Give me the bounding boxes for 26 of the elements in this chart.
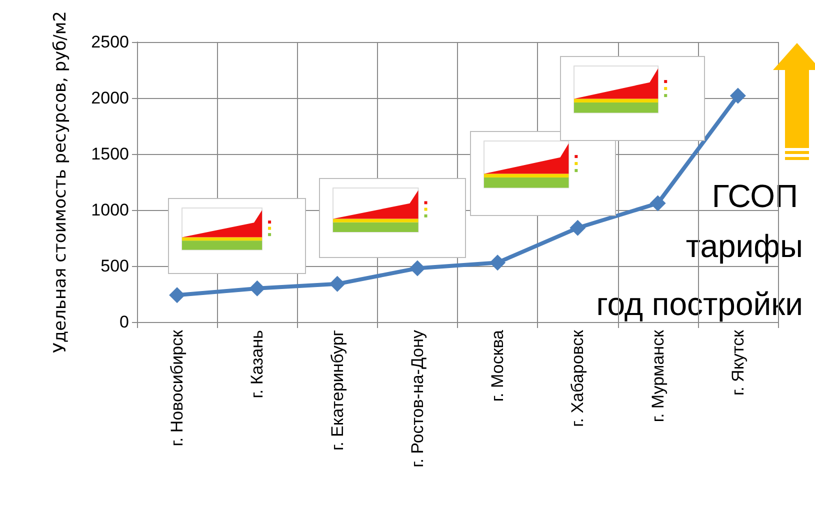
point <box>329 276 346 292</box>
annotation: ГСОП <box>712 178 798 214</box>
y-tick-label: 2500 <box>91 32 129 52</box>
x-tick-label: г. Новосибирск <box>168 329 187 446</box>
annotation: тарифы <box>686 228 803 264</box>
point <box>409 260 426 276</box>
x-tick-label: г. Екатеринбург <box>328 330 347 451</box>
x-tick-label: г. Ростов-на-Дону <box>408 330 427 468</box>
x-tick-label: г. Мурманск <box>648 329 668 422</box>
x-tick-label: г. Казань <box>248 330 267 398</box>
y-tick-label: 1500 <box>91 144 129 164</box>
y-tick-label: 1000 <box>91 200 129 220</box>
point <box>650 195 666 212</box>
point <box>730 88 746 104</box>
x-tick-label: г. Хабаровск <box>568 329 588 427</box>
y-tick-label: 0 <box>120 312 129 332</box>
y-tick-label: 2000 <box>91 88 129 108</box>
point <box>490 254 506 271</box>
point <box>570 220 586 236</box>
point <box>249 280 266 296</box>
annotation: год постройки <box>596 286 803 322</box>
point <box>169 287 186 304</box>
y-tick-label: 500 <box>100 256 129 276</box>
y-axis-title: Удельная стоимость ресурсов, руб/м2 <box>50 10 70 353</box>
x-tick-label: г. Москва <box>488 329 508 402</box>
x-tick-label: г. Якутск <box>728 329 748 396</box>
